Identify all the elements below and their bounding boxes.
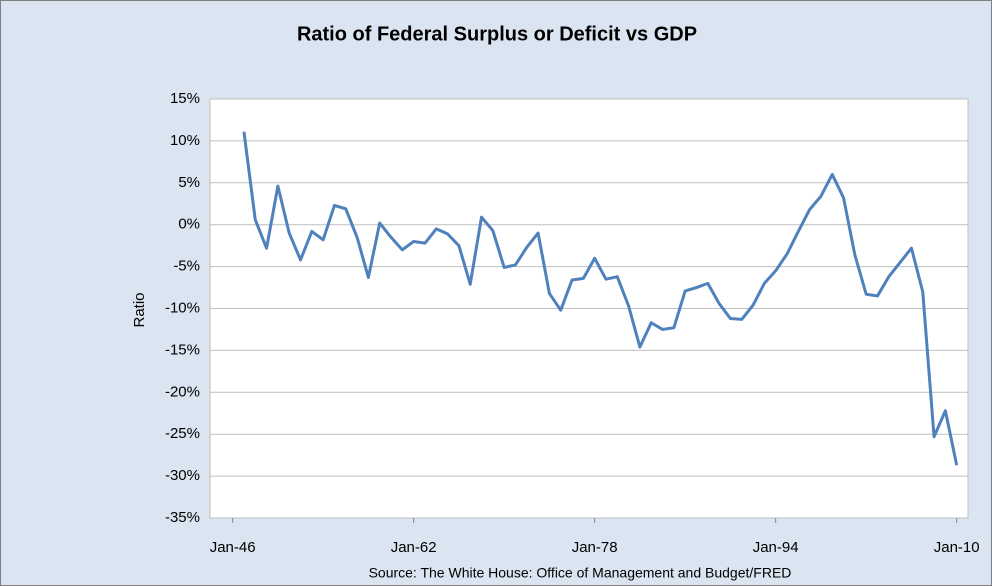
data-line — [242, 131, 959, 466]
y-tick-label: -20% — [165, 383, 200, 400]
x-tick-label: Jan-62 — [391, 539, 437, 556]
y-tick-label: 5% — [178, 174, 200, 191]
x-tick-label: Jan-94 — [753, 539, 799, 556]
y-tick-label: 0% — [178, 216, 200, 233]
y-tick-label: -15% — [165, 341, 200, 358]
y-tick-label: -5% — [173, 258, 200, 275]
y-tick-label: 15% — [170, 90, 200, 107]
x-tick-label: Jan-46 — [210, 539, 256, 556]
source-note: Source: The White House: Office of Manag… — [369, 565, 792, 581]
y-tick-label: 10% — [170, 132, 200, 149]
chart-title: Ratio of Federal Surplus or Deficit vs G… — [297, 23, 697, 45]
y-tick-label: -35% — [165, 509, 200, 526]
x-tick-label: Jan-10 — [934, 539, 980, 556]
y-tick-label: -25% — [165, 425, 200, 442]
y-axis-label: Ratio — [131, 292, 148, 327]
y-tick-label: -10% — [165, 299, 200, 316]
x-tick-label: Jan-78 — [572, 539, 618, 556]
y-tick-label: -30% — [165, 467, 200, 484]
